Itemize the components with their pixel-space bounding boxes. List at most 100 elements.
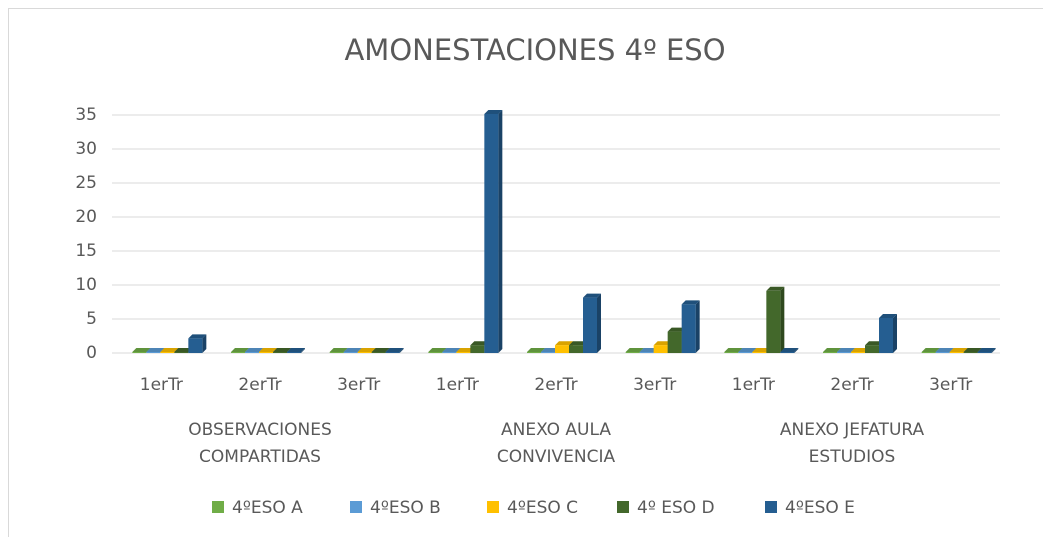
bar-front	[823, 352, 837, 353]
bar-front	[766, 290, 781, 353]
group-label: ESTUDIOS	[809, 447, 896, 467]
bar	[977, 348, 996, 353]
bar-front	[724, 352, 739, 353]
bar-top	[442, 348, 461, 352]
legend-swatch	[487, 501, 499, 513]
legend-swatch	[617, 501, 629, 513]
bar-front	[921, 352, 936, 353]
bar	[681, 300, 700, 353]
bar-top	[667, 327, 686, 332]
bar-front	[160, 352, 175, 353]
bar-top	[160, 348, 179, 352]
bar-front	[583, 297, 597, 353]
bar-front	[977, 352, 992, 353]
bar-side	[202, 334, 207, 353]
bar-side	[498, 110, 503, 353]
bar-front	[273, 352, 287, 353]
x-tick-label: 1erTr	[732, 375, 775, 395]
bar-top	[879, 314, 897, 318]
bar-front	[569, 345, 583, 353]
bar-top	[188, 334, 207, 339]
bar-top	[456, 348, 475, 352]
bar	[385, 348, 404, 353]
bar-front	[343, 352, 358, 353]
bar-front	[681, 304, 696, 353]
bar-top	[865, 341, 883, 346]
bar-front	[851, 352, 865, 353]
y-tick-label: 5	[86, 309, 97, 329]
group-label: CONVIVENCIA	[497, 447, 616, 467]
bar-top	[385, 348, 404, 352]
legend-swatch	[350, 501, 362, 513]
y-tick-label: 30	[75, 139, 97, 159]
bar	[287, 348, 305, 353]
bar-top	[963, 348, 982, 352]
x-tick-label: 1erTr	[436, 375, 479, 395]
bar-front	[653, 345, 668, 353]
legend-swatch	[765, 501, 777, 513]
bar-front	[541, 352, 555, 353]
bar-top	[724, 348, 743, 352]
bar-top	[541, 348, 559, 352]
bar-front	[456, 352, 471, 353]
x-tick-label: 2erTr	[830, 375, 873, 395]
bar-front	[879, 318, 893, 353]
bar-top	[343, 348, 362, 352]
bar-top	[231, 348, 249, 352]
bar	[484, 110, 503, 353]
bar-front	[527, 352, 541, 353]
legend-swatch	[212, 501, 224, 513]
bar	[188, 334, 207, 353]
bar-front	[484, 114, 499, 353]
x-tick-label: 1erTr	[140, 375, 183, 395]
bar-front	[174, 352, 189, 353]
bar-side	[780, 286, 785, 353]
bar-top	[639, 348, 658, 352]
legend-label: 4ºESO A	[232, 498, 303, 518]
x-tick-label: 3erTr	[929, 375, 972, 395]
legend-label: 4ºESO C	[507, 498, 578, 518]
bar-front	[935, 352, 950, 353]
bar-top	[681, 300, 700, 305]
bar-front	[865, 345, 879, 353]
bar-top	[780, 348, 799, 352]
chart-title: AMONESTACIONES 4º ESO	[344, 33, 725, 67]
y-tick-label: 35	[75, 105, 97, 125]
x-tick-label: 3erTr	[633, 375, 676, 395]
bar-front	[428, 352, 443, 353]
bar-top	[977, 348, 996, 352]
x-tick-label: 2erTr	[238, 375, 281, 395]
bar	[766, 286, 785, 353]
bar-side	[597, 293, 601, 353]
bar-top	[329, 348, 348, 352]
bar-front	[188, 338, 203, 353]
legend-label: 4º ESO D	[637, 498, 715, 518]
bar-front	[667, 331, 682, 353]
bar-side	[399, 348, 404, 353]
bar-front	[837, 352, 851, 353]
bar-front	[639, 352, 654, 353]
bar-side	[301, 348, 305, 353]
group-label: ANEXO JEFATURA	[780, 420, 925, 440]
bar-front	[780, 352, 795, 353]
bar-front	[385, 352, 400, 353]
x-tick-label: 2erTr	[534, 375, 577, 395]
bar-top	[921, 348, 940, 352]
y-tick-label: 10	[75, 275, 97, 295]
bar-front	[231, 352, 245, 353]
bar-top	[738, 348, 757, 352]
legend-label: 4ºESO E	[785, 498, 855, 518]
y-tick-label: 25	[75, 173, 97, 193]
bar-top	[527, 348, 545, 352]
bar-top	[245, 348, 263, 352]
group-label: ANEXO AULA	[501, 420, 611, 440]
bar	[780, 348, 799, 353]
bar-front	[963, 352, 978, 353]
group-label: COMPARTIDAS	[199, 447, 321, 467]
bar-front	[625, 352, 640, 353]
bar-top	[949, 348, 968, 352]
bar-top	[837, 348, 855, 352]
bar-front	[329, 352, 344, 353]
bar-top	[259, 348, 277, 352]
bar-front	[442, 352, 457, 353]
